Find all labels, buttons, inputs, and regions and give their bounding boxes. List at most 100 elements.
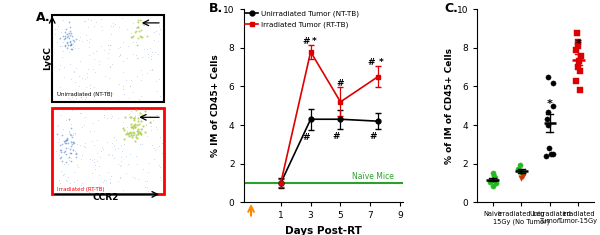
- Point: [74, 74, 84, 78]
- Point: [125, 152, 135, 156]
- Point: [577, 54, 586, 58]
- X-axis label: Days Post-RT: Days Post-RT: [285, 226, 362, 235]
- Point: [93, 118, 103, 122]
- Point: [154, 77, 164, 81]
- Point: [111, 138, 121, 142]
- Point: [71, 152, 81, 155]
- Point: [81, 85, 91, 88]
- Point: [491, 181, 501, 185]
- Point: [106, 116, 116, 120]
- Point: [63, 146, 73, 150]
- Point: [89, 157, 98, 161]
- Point: [136, 34, 145, 37]
- Point: [65, 97, 75, 101]
- Point: [65, 148, 75, 151]
- Point: [133, 56, 143, 60]
- Point: [97, 28, 107, 31]
- Point: [118, 188, 127, 192]
- Point: [129, 116, 139, 120]
- Point: [133, 36, 143, 40]
- Point: [59, 162, 69, 166]
- Point: [117, 149, 127, 153]
- Point: [104, 47, 113, 51]
- Point: [68, 38, 77, 42]
- Point: [92, 159, 101, 163]
- Point: [69, 39, 79, 43]
- Point: [70, 132, 79, 136]
- Point: [106, 64, 115, 68]
- Point: [114, 25, 124, 29]
- Point: [61, 178, 70, 182]
- Point: [101, 178, 110, 182]
- Point: [88, 51, 98, 55]
- Point: [61, 43, 70, 47]
- Point: [124, 134, 134, 138]
- Point: [133, 131, 143, 135]
- Text: *: *: [379, 58, 383, 67]
- Point: [134, 97, 143, 101]
- Point: [61, 138, 70, 142]
- Point: [124, 112, 134, 116]
- Point: [128, 52, 137, 56]
- Point: [127, 31, 136, 35]
- Point: [108, 91, 118, 95]
- Point: [80, 19, 90, 23]
- Point: [136, 119, 146, 122]
- Point: [140, 130, 150, 134]
- Point: [127, 109, 136, 113]
- Point: [133, 132, 143, 136]
- Point: [58, 40, 67, 44]
- Point: [65, 63, 74, 66]
- Point: [62, 137, 71, 141]
- Point: [60, 141, 70, 144]
- Point: [53, 40, 62, 44]
- Point: [140, 185, 149, 189]
- Point: [67, 95, 77, 99]
- Point: [131, 108, 140, 112]
- Point: [125, 130, 134, 133]
- Point: [107, 62, 117, 66]
- Point: [89, 129, 99, 133]
- Point: [128, 34, 137, 38]
- Point: [123, 162, 133, 166]
- Point: [68, 185, 78, 189]
- Point: [68, 45, 78, 49]
- Point: [133, 20, 142, 24]
- Point: [128, 40, 138, 44]
- Text: *: *: [575, 39, 581, 49]
- Point: [149, 146, 159, 150]
- Point: [70, 46, 79, 50]
- Point: [67, 43, 76, 47]
- Point: [71, 66, 81, 70]
- Text: Irradiated (RT-TB): Irradiated (RT-TB): [58, 187, 105, 192]
- Point: [71, 96, 80, 100]
- Point: [119, 137, 128, 141]
- Point: [113, 162, 123, 166]
- Point: [115, 54, 124, 58]
- Point: [131, 53, 140, 57]
- Point: [126, 125, 136, 129]
- Point: [61, 138, 70, 142]
- Point: [143, 189, 153, 193]
- Point: [64, 155, 74, 158]
- Point: [109, 157, 119, 160]
- Point: [61, 160, 71, 164]
- Point: [88, 121, 98, 125]
- Point: [65, 181, 74, 185]
- Point: [65, 129, 74, 132]
- Point: [103, 57, 112, 60]
- Point: [121, 78, 131, 82]
- Point: [127, 135, 137, 138]
- Point: [71, 152, 81, 156]
- Point: [152, 89, 161, 92]
- Point: [70, 69, 79, 73]
- Point: [139, 22, 148, 26]
- Point: [68, 141, 77, 144]
- Point: [145, 120, 155, 124]
- Point: [113, 98, 123, 102]
- Point: [66, 42, 76, 46]
- Point: [122, 129, 131, 133]
- Point: [157, 152, 166, 155]
- Point: [55, 85, 65, 89]
- Point: [143, 34, 152, 38]
